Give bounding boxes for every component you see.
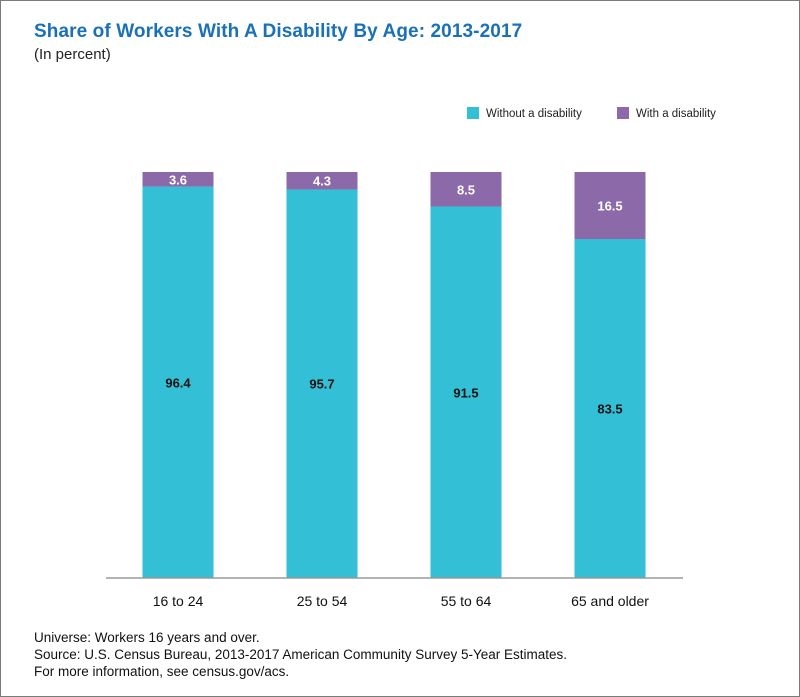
chart-notes: Universe: Workers 16 years and over. Sou… bbox=[34, 629, 567, 680]
data-label: 96.4 bbox=[165, 375, 191, 390]
legend-swatch bbox=[617, 107, 629, 119]
x-tick-label: 65 and older bbox=[571, 593, 649, 609]
bar-without-disability bbox=[142, 186, 214, 578]
data-label: 91.5 bbox=[453, 385, 478, 400]
x-tick-label: 55 to 64 bbox=[441, 593, 492, 609]
data-label: 3.6 bbox=[169, 172, 187, 187]
chart-plot: Without a disability With a disability 96… bbox=[106, 107, 716, 609]
x-tick-label: 25 to 54 bbox=[297, 593, 348, 609]
bar-without-disability bbox=[286, 189, 358, 578]
data-label: 95.7 bbox=[309, 377, 334, 392]
bar-without-disability bbox=[430, 206, 502, 578]
bar-with-disability bbox=[142, 172, 214, 187]
legend-label: Without a disability bbox=[486, 108, 582, 120]
x-tick-label: 16 to 24 bbox=[153, 593, 204, 609]
legend-swatch bbox=[467, 107, 479, 119]
data-label: 83.5 bbox=[597, 401, 622, 416]
universe-note: Universe: Workers 16 years and over. bbox=[34, 630, 260, 645]
legend: Without a disability With a disability bbox=[467, 107, 716, 120]
x-tick-labels: 16 to 24 25 to 54 55 to 64 65 and older bbox=[153, 593, 650, 609]
data-label: 4.3 bbox=[313, 174, 331, 189]
bar-without-disability bbox=[574, 238, 646, 579]
data-label: 8.5 bbox=[457, 182, 475, 197]
more-info-note: For more information, see census.gov/acs… bbox=[34, 664, 290, 679]
legend-label: With a disability bbox=[636, 108, 716, 120]
bar-with-disability bbox=[286, 172, 358, 190]
source-note: Source: U.S. Census Bureau, 2013-2017 Am… bbox=[34, 647, 568, 662]
data-label: 16.5 bbox=[597, 198, 622, 213]
bar-with-disability bbox=[574, 172, 646, 239]
bar-with-disability bbox=[430, 172, 502, 207]
bars: 96.4 3.6 95.7 4.3 91.5 8.5 83.5 16.5 bbox=[142, 172, 646, 579]
chart-subtitle: (In percent) bbox=[34, 46, 111, 63]
chart-title: Share of Workers With A Disability By Ag… bbox=[34, 21, 523, 42]
